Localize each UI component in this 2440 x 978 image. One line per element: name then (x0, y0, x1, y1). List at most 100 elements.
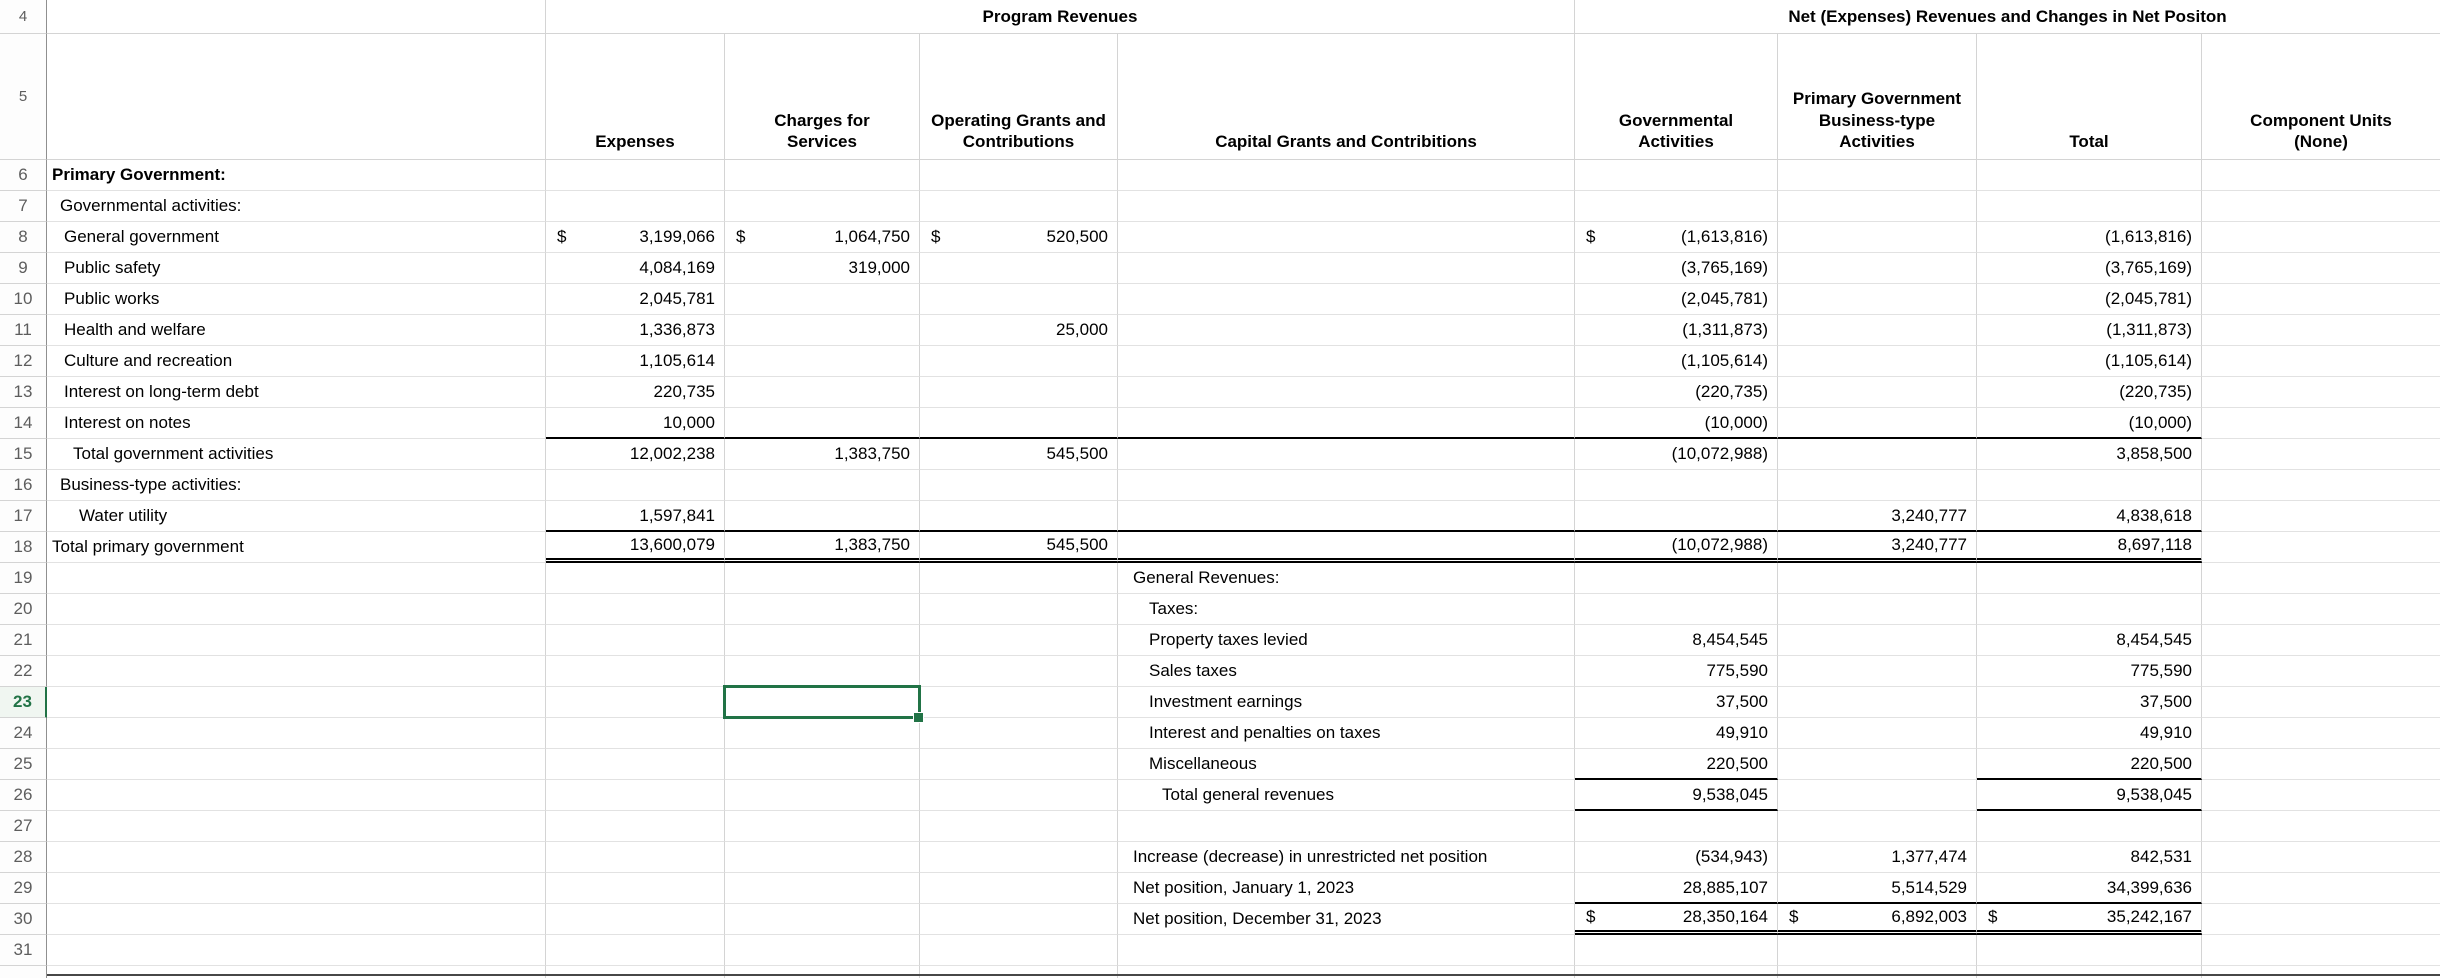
cell-D11[interactable]: 25,000 (920, 315, 1118, 346)
cell-A20[interactable] (47, 594, 546, 625)
cell-E29[interactable]: Net position, January 1, 2023 (1118, 873, 1575, 904)
cell-D22[interactable] (920, 656, 1118, 687)
cell-B20[interactable] (546, 594, 725, 625)
cell-A9[interactable]: Public safety (47, 253, 546, 284)
cell-F22[interactable]: 775,590 (1575, 656, 1778, 687)
cell-F24[interactable]: 49,910 (1575, 718, 1778, 749)
cell-E22[interactable]: Sales taxes (1118, 656, 1575, 687)
cell-H19[interactable] (1977, 563, 2202, 594)
cell-H26[interactable]: 9,538,045 (1977, 780, 2202, 811)
cell-F8[interactable]: $ (1,613,816) (1575, 222, 1778, 253)
row-number[interactable]: 26 (0, 780, 47, 811)
cell-C9[interactable]: 319,000 (725, 253, 920, 284)
row-number[interactable]: 8 (0, 222, 47, 253)
cell-D8[interactable]: $520,500 (920, 222, 1118, 253)
cell-F29[interactable]: 28,885,107 (1575, 873, 1778, 904)
row-number[interactable]: 14 (0, 408, 47, 439)
cell-F12[interactable]: (1,105,614) (1575, 346, 1778, 377)
cell-H8[interactable]: (1,613,816) (1977, 222, 2202, 253)
cell-B8[interactable]: $3,199,066 (546, 222, 725, 253)
cell-E19[interactable]: General Revenues: (1118, 563, 1575, 594)
cell-C22[interactable] (725, 656, 920, 687)
cell-G14[interactable] (1778, 408, 1977, 439)
cell-I15[interactable] (2202, 439, 2440, 470)
cell-E20[interactable]: Taxes: (1118, 594, 1575, 625)
cell-F7[interactable] (1575, 191, 1778, 222)
cell-H24[interactable]: 49,910 (1977, 718, 2202, 749)
cell-H23[interactable]: 37,500 (1977, 687, 2202, 718)
cell-D26[interactable] (920, 780, 1118, 811)
row-number[interactable]: 18 (0, 532, 47, 563)
cell-G26[interactable] (1778, 780, 1977, 811)
cell-F9[interactable]: (3,765,169) (1575, 253, 1778, 284)
cell-B9[interactable]: 4,084,169 (546, 253, 725, 284)
cell-H15[interactable]: 3,858,500 (1977, 439, 2202, 470)
cell-D20[interactable] (920, 594, 1118, 625)
row-number[interactable]: 7 (0, 191, 47, 222)
cell-A23[interactable] (47, 687, 546, 718)
cell-G11[interactable] (1778, 315, 1977, 346)
cell-C13[interactable] (725, 377, 920, 408)
cell-E21[interactable]: Property taxes levied (1118, 625, 1575, 656)
cell-D23[interactable] (920, 687, 1118, 718)
cell-E13[interactable] (1118, 377, 1575, 408)
cell-C7[interactable] (725, 191, 920, 222)
cell-A4[interactable] (47, 0, 546, 34)
cell-G10[interactable] (1778, 284, 1977, 315)
cell-A10[interactable]: Public works (47, 284, 546, 315)
cell-D13[interactable] (920, 377, 1118, 408)
cell-B15[interactable]: 12,002,238 (546, 439, 725, 470)
cell-E7[interactable] (1118, 191, 1575, 222)
cell-I25[interactable] (2202, 749, 2440, 780)
cell-H20[interactable] (1977, 594, 2202, 625)
cell-C6[interactable] (725, 160, 920, 191)
cell-I26[interactable] (2202, 780, 2440, 811)
cell-G21[interactable] (1778, 625, 1977, 656)
cell-I9[interactable] (2202, 253, 2440, 284)
cell-E23[interactable]: Investment earnings (1118, 687, 1575, 718)
cell-I16[interactable] (2202, 470, 2440, 501)
cell-F31[interactable] (1575, 935, 1778, 966)
cell-D30[interactable] (920, 904, 1118, 935)
row-number[interactable]: 25 (0, 749, 47, 780)
cell-C24[interactable] (725, 718, 920, 749)
charges-for-services-column-header[interactable]: Charges for Services (725, 34, 920, 160)
cell-D10[interactable] (920, 284, 1118, 315)
cell-A17[interactable]: Water utility (47, 501, 546, 532)
cell-F13[interactable]: (220,735) (1575, 377, 1778, 408)
cell-G22[interactable] (1778, 656, 1977, 687)
cell-A31[interactable] (47, 935, 546, 966)
cell-C16[interactable] (725, 470, 920, 501)
cell-B27[interactable] (546, 811, 725, 842)
cell-A30[interactable] (47, 904, 546, 935)
cell-B31[interactable] (546, 935, 725, 966)
cell-D25[interactable] (920, 749, 1118, 780)
cell-A29[interactable] (47, 873, 546, 904)
cell-B7[interactable] (546, 191, 725, 222)
cell-G9[interactable] (1778, 253, 1977, 284)
cell-I18[interactable] (2202, 532, 2440, 563)
cell-C21[interactable] (725, 625, 920, 656)
cell-I10[interactable] (2202, 284, 2440, 315)
cell-E25[interactable]: Miscellaneous (1118, 749, 1575, 780)
cell-F14[interactable]: (10,000) (1575, 408, 1778, 439)
cell-H10[interactable]: (2,045,781) (1977, 284, 2202, 315)
cell-C30[interactable] (725, 904, 920, 935)
cell-G17[interactable]: 3,240,777 (1778, 501, 1977, 532)
cell-F15[interactable]: (10,072,988) (1575, 439, 1778, 470)
cell-F20[interactable] (1575, 594, 1778, 625)
row-number[interactable]: 16 (0, 470, 47, 501)
row-number[interactable]: 31 (0, 935, 47, 966)
cell-F16[interactable] (1575, 470, 1778, 501)
row-number[interactable]: 6 (0, 160, 47, 191)
cell-I11[interactable] (2202, 315, 2440, 346)
cell-F26[interactable]: 9,538,045 (1575, 780, 1778, 811)
cell-E30[interactable]: Net position, December 31, 2023 (1118, 904, 1575, 935)
cell-E14[interactable] (1118, 408, 1575, 439)
cell-C27[interactable] (725, 811, 920, 842)
cell-B12[interactable]: 1,105,614 (546, 346, 725, 377)
governmental-activities-column-header[interactable]: Governmental Activities (1575, 34, 1778, 160)
row-number[interactable]: 21 (0, 625, 47, 656)
cell-A26[interactable] (47, 780, 546, 811)
program-revenues-band-header[interactable]: Program Revenues (546, 0, 1575, 34)
